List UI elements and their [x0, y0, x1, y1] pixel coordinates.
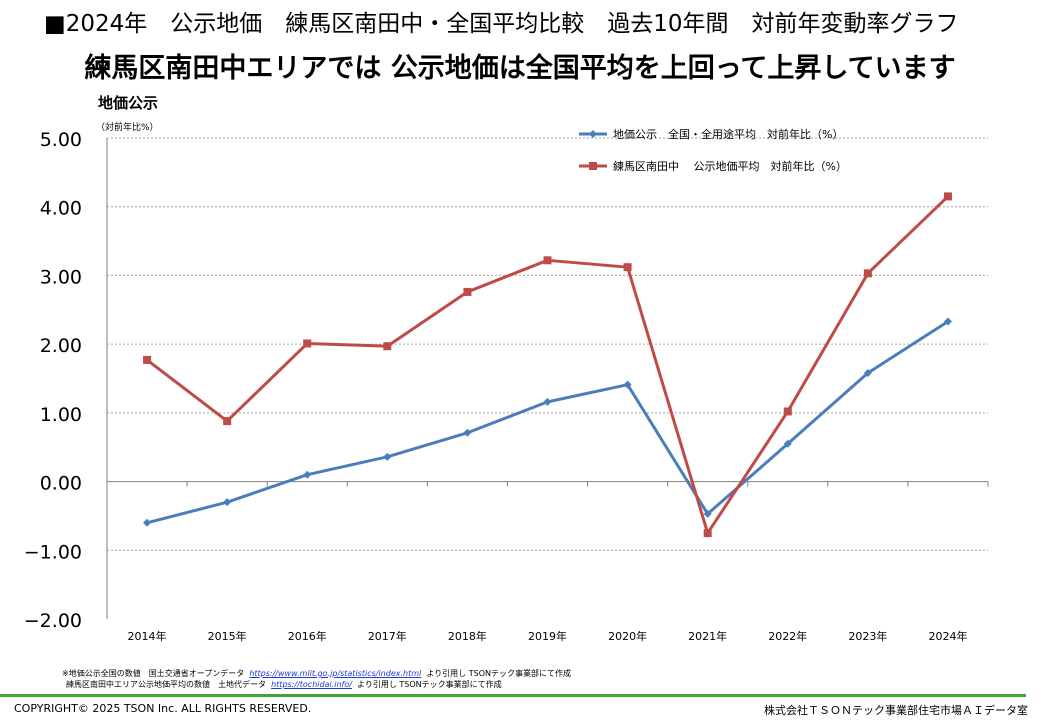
data-point-marker: [383, 342, 392, 351]
x-tick-label: 2014年: [128, 629, 167, 643]
mlit-link[interactable]: https://www.mlit.go.jp/statistics/index.…: [249, 669, 422, 678]
axes: [106, 138, 989, 619]
x-tick-label: 2016年: [288, 629, 327, 643]
headline: 練馬区南田中エリアでは 公示地価は全国平均を上回って上昇しています: [84, 53, 956, 84]
x-tick-label: 2015年: [208, 629, 247, 643]
data-point-marker: [623, 380, 632, 389]
footnote-row-national: ※地価公示全国の数値 国土交通省オープンデータ https://www.mlit…: [62, 668, 571, 679]
data-point-marker: [543, 397, 552, 406]
copyright-text: COPYRIGHT© 2025 TSON Inc. ALL RIGHTS RES…: [14, 702, 312, 715]
data-point-marker: [863, 269, 872, 278]
footnote-text: 練馬区南田中エリア公示地価平均の数値 土地代データ: [66, 680, 266, 689]
data-point-marker: [303, 470, 312, 479]
footnote-text: ※地価公示全国の数値 国土交通省オープンデータ: [62, 669, 245, 678]
series-lines: [143, 192, 952, 538]
data-point-marker: [143, 355, 152, 364]
data-point-marker: [783, 407, 792, 416]
footer-divider: [0, 694, 1026, 697]
x-tick-label: 2021年: [688, 629, 727, 643]
y-tick-label: 1.00: [40, 404, 82, 426]
x-tick-label: 2023年: [848, 629, 887, 643]
legend-label: 練馬区南田中 公示地価平均 対前年比（%）: [613, 159, 847, 173]
x-tick-label: 2024年: [928, 629, 967, 643]
data-point-marker: [703, 509, 712, 518]
y-tick-label: −2.00: [24, 610, 82, 632]
line-chart: 地価公示 （対前年比%） 5.00 4.00 3.00 2.00 1.00 0.00 −1.…: [24, 94, 989, 643]
data-point-marker: [463, 428, 472, 437]
x-tick-labels: 2014年 2015年 2016年 2017年 2018年 2019年 2020年 2021年…: [128, 629, 968, 643]
series-line: [146, 320, 949, 525]
x-tick-label: 2017年: [368, 629, 407, 643]
data-point-marker: [943, 192, 952, 201]
legend: 地価公示 全国・全用途平均 対前年比（%） 練馬区南田中 公示地価平均 対前年比（…: [579, 127, 847, 173]
data-point-marker: [463, 287, 472, 296]
legend-label: 地価公示 全国・全用途平均 対前年比（%）: [613, 127, 843, 141]
footnote-suffix: より引用し TSONテック事業部にて作成: [426, 669, 571, 678]
data-point-marker: [223, 417, 232, 426]
y-axis-subtitle: （対前年比%）: [96, 121, 159, 133]
data-point-marker: [543, 256, 552, 265]
y-tick-label: 5.00: [40, 129, 82, 151]
x-tick-label: 2018年: [448, 629, 487, 643]
legend-marker: [589, 162, 597, 170]
y-tick-label: 2.00: [40, 335, 82, 357]
data-point-marker: [223, 498, 232, 507]
footnote-suffix: より引用し TSONテック事業部にて作成: [357, 680, 502, 689]
legend-marker: [589, 130, 597, 138]
source-footnotes: ※地価公示全国の数値 国土交通省オープンデータ https://www.mlit…: [62, 668, 571, 690]
data-point-marker: [863, 369, 872, 378]
footnote-row-local: 練馬区南田中エリア公示地価平均の数値 土地代データ https://tochid…: [62, 679, 571, 690]
data-point-marker: [143, 518, 152, 527]
data-point-marker: [943, 317, 952, 326]
x-tick-label: 2020年: [608, 629, 647, 643]
y-axis-title: 地価公示: [98, 94, 158, 112]
data-point-marker: [703, 529, 712, 538]
y-tick-label: 0.00: [40, 473, 82, 495]
company-name: 株式会社ＴＳＯＮテック事業部住宅市場ＡＩデータ室: [764, 704, 1028, 717]
x-tick-label: 2019年: [528, 629, 567, 643]
y-tick-label: 4.00: [40, 198, 82, 220]
x-tick-label: 2022年: [768, 629, 807, 643]
y-tick-labels: 5.00 4.00 3.00 2.00 1.00 0.00 −1.00 −2.00: [24, 129, 82, 632]
data-point-marker: [303, 339, 312, 348]
data-point-marker: [783, 439, 792, 448]
tochidai-link[interactable]: https://tochidai.info/: [271, 680, 352, 689]
y-tick-label: −1.00: [24, 541, 82, 563]
data-point-marker: [383, 452, 392, 461]
data-point-marker: [623, 263, 632, 272]
y-tick-label: 3.00: [40, 266, 82, 288]
gridlines: [107, 137, 988, 551]
page-title: ■2024年 公示地価 練馬区南田中・全国平均比較 過去10年間 対前年変動率グ…: [44, 11, 959, 37]
